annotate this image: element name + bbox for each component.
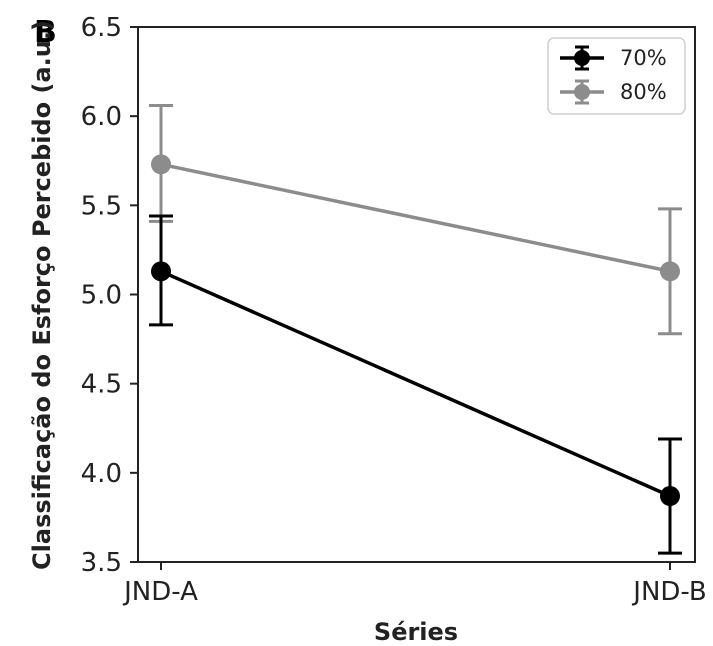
legend: 70%80%: [547, 37, 686, 115]
y-tick-label: 4.0: [81, 459, 122, 489]
x-tick-label: JND-A: [122, 577, 198, 607]
data-point: [660, 261, 680, 282]
legend-entry-0: 70%: [560, 45, 667, 71]
y-tick-label: 6.5: [81, 13, 122, 43]
x-tick-label: JND-B: [631, 577, 706, 607]
plot-marks: [149, 103, 682, 555]
y-tick-label: 5.0: [81, 281, 122, 311]
data-point: [151, 261, 171, 282]
legend-marker: [574, 50, 590, 66]
series-line: [160, 269, 671, 498]
y-tick-label: 4.5: [81, 370, 122, 400]
legend-label: 70%: [620, 46, 667, 70]
y-tick-label: 3.5: [81, 548, 122, 578]
series-line: [160, 162, 671, 274]
panel-letter: B: [34, 15, 57, 50]
y-axis-label: Classificação do Esforço Percebido (a.u.…: [28, 20, 56, 570]
legend-marker: [574, 84, 590, 100]
series-0: [149, 214, 682, 555]
data-point: [660, 486, 680, 507]
data-point: [151, 154, 171, 175]
y-axis: 3.5 4.0 4.5 5.0 5.5 6.0 6.5: [81, 13, 138, 578]
legend-entry-1: 80%: [560, 79, 667, 105]
x-axis: JND-A JND-B: [122, 562, 707, 607]
y-tick-label: 5.5: [81, 191, 122, 221]
x-axis-label: Séries: [374, 618, 458, 646]
y-tick-label: 6.0: [81, 102, 122, 132]
legend-label: 80%: [620, 80, 667, 104]
